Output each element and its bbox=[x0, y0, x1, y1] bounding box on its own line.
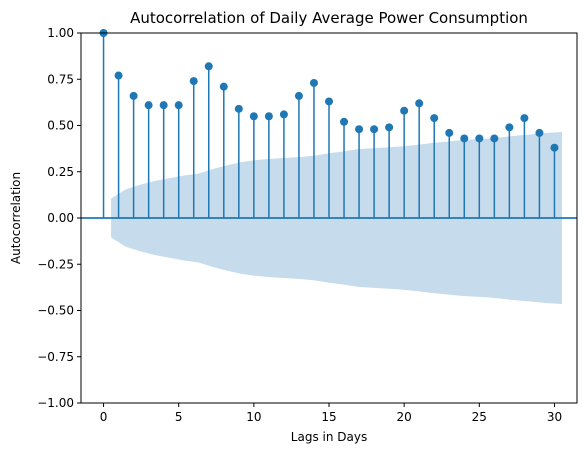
acf-point bbox=[415, 99, 424, 108]
y-tick-label: 0.50 bbox=[47, 119, 74, 133]
y-tick-label: −0.50 bbox=[37, 304, 74, 318]
acf-point bbox=[400, 106, 409, 115]
acf-point bbox=[475, 134, 484, 143]
y-tick-label: −1.00 bbox=[37, 396, 74, 410]
x-tick-label: 5 bbox=[175, 410, 183, 424]
y-tick-label: −0.75 bbox=[37, 350, 74, 364]
x-axis-label: Lags in Days bbox=[291, 430, 367, 444]
x-tick-label: 0 bbox=[100, 410, 108, 424]
x-tick-label: 25 bbox=[472, 410, 487, 424]
acf-point bbox=[445, 128, 454, 137]
acf-point bbox=[490, 134, 499, 143]
acf-point bbox=[264, 112, 273, 121]
y-axis: −1.00 −0.75 −0.50 −0.25 0.00 0.25 0.50 0.75 1.00 bbox=[37, 26, 81, 410]
acf-point bbox=[355, 125, 364, 134]
acf-point bbox=[249, 112, 258, 121]
x-tick-label: 15 bbox=[321, 410, 336, 424]
y-tick-label: −0.25 bbox=[37, 257, 74, 271]
chart-title: Autocorrelation of Daily Average Power C… bbox=[130, 9, 528, 27]
y-tick-label: 0.00 bbox=[47, 211, 74, 225]
acf-point bbox=[430, 114, 439, 123]
acf-point bbox=[189, 77, 198, 86]
acf-point bbox=[460, 134, 469, 143]
acf-point bbox=[535, 128, 544, 137]
x-tick-label: 20 bbox=[397, 410, 412, 424]
acf-point bbox=[370, 125, 379, 134]
acf-point bbox=[294, 91, 303, 100]
plot-area bbox=[81, 29, 577, 305]
acf-point bbox=[520, 114, 529, 123]
y-tick-label: 0.75 bbox=[47, 72, 74, 86]
acf-point bbox=[325, 97, 333, 106]
acf-point bbox=[234, 104, 243, 113]
x-tick-label: 30 bbox=[547, 410, 562, 424]
acf-point bbox=[174, 101, 183, 110]
y-tick-label: 1.00 bbox=[47, 26, 74, 40]
acf-point bbox=[114, 71, 123, 80]
acf-point bbox=[219, 82, 228, 91]
acf-point bbox=[309, 78, 318, 87]
acf-point bbox=[129, 91, 138, 100]
acf-point bbox=[550, 143, 559, 152]
x-tick-label: 10 bbox=[246, 410, 261, 424]
acf-point bbox=[505, 123, 514, 132]
y-axis-label: Autocorrelation bbox=[9, 172, 23, 264]
acf-point bbox=[279, 110, 288, 119]
acf-point bbox=[340, 117, 349, 126]
acf-point bbox=[144, 101, 153, 110]
x-axis: 0 5 10 15 20 25 30 bbox=[100, 403, 562, 424]
acf-point bbox=[204, 62, 213, 71]
y-tick-label: 0.25 bbox=[47, 165, 74, 179]
acf-point bbox=[159, 101, 168, 110]
acf-point bbox=[385, 123, 394, 132]
